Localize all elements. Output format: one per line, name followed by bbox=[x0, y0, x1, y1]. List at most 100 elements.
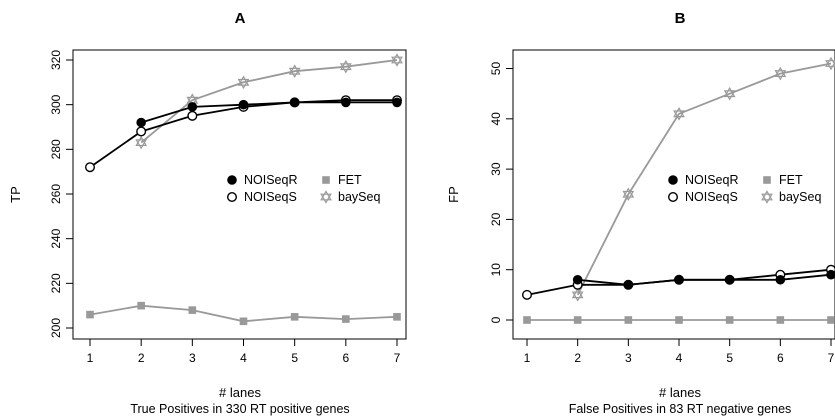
data-point-noiseqr bbox=[136, 117, 146, 128]
x-tick-label: 4 bbox=[240, 351, 247, 365]
data-point-bayseq bbox=[135, 135, 148, 150]
data-point-bayseq bbox=[339, 59, 352, 74]
data-point-noiseqr bbox=[826, 269, 835, 280]
legend-marker-fet bbox=[322, 176, 330, 184]
x-tick-label: 7 bbox=[828, 351, 835, 365]
legend-marker-noiseqr bbox=[227, 175, 237, 185]
legend: NOISeqR FET NOISeqS baySeq bbox=[668, 173, 821, 204]
y-tick-label: 40 bbox=[489, 112, 503, 126]
x-axis-label: # lanes bbox=[659, 385, 701, 400]
series-fet bbox=[523, 316, 835, 324]
y-tick-label: 240 bbox=[49, 228, 63, 248]
series-line-bayseq bbox=[140, 59, 398, 144]
y-tick-label: 260 bbox=[49, 184, 63, 204]
data-point-noiseqr bbox=[341, 97, 351, 108]
data-point-fet bbox=[188, 306, 197, 314]
x-tick-label: 7 bbox=[394, 351, 401, 365]
y-tick-label: 300 bbox=[49, 94, 63, 114]
x-tick-label: 5 bbox=[726, 351, 733, 365]
data-point-fet bbox=[86, 310, 94, 319]
data-point-bayseq bbox=[723, 86, 736, 101]
y-axis: 0 10 20 30 40 50 bbox=[489, 62, 513, 323]
chart-title: B bbox=[675, 10, 686, 27]
data-point-bayseq bbox=[288, 64, 301, 78]
plot-frame bbox=[512, 49, 835, 340]
legend-label-noiseqr: NOISeqR bbox=[685, 173, 739, 187]
x-tick-label: 6 bbox=[777, 351, 784, 365]
legend-marker-bayseq bbox=[320, 190, 332, 204]
series-noiseqr bbox=[572, 269, 835, 290]
data-point-fet bbox=[239, 317, 248, 326]
x-tick-label: 3 bbox=[625, 351, 632, 365]
legend-label-noiseqr: NOISeqR bbox=[244, 173, 298, 187]
data-point-bayseq bbox=[391, 53, 403, 67]
y-tick-label: 320 bbox=[49, 50, 63, 70]
x-tick-label: 1 bbox=[87, 351, 94, 365]
legend-label-fet: FET bbox=[779, 173, 803, 187]
data-point-fet bbox=[393, 313, 401, 321]
series-bayseq bbox=[135, 53, 403, 150]
data-point-bayseq bbox=[622, 187, 635, 202]
x-tick-label: 5 bbox=[291, 351, 298, 365]
y-tick-label: 200 bbox=[49, 318, 63, 338]
legend-marker-fet bbox=[763, 176, 771, 184]
series-fet bbox=[86, 301, 401, 326]
y-axis-label: FP bbox=[446, 186, 461, 203]
data-point-fet bbox=[725, 316, 734, 324]
x-tick-label: 1 bbox=[524, 351, 531, 365]
y-tick-label: 280 bbox=[49, 139, 63, 159]
x-axis: 1 2 3 4 5 6 7 bbox=[524, 339, 835, 365]
data-point-bayseq bbox=[571, 288, 584, 302]
y-tick-label: 30 bbox=[489, 162, 503, 176]
data-point-noiseqr bbox=[572, 274, 583, 285]
data-point-fet bbox=[342, 315, 350, 323]
data-point-bayseq bbox=[237, 75, 250, 90]
data-point-noiseqr bbox=[724, 274, 735, 285]
series-line-bayseq bbox=[576, 62, 832, 296]
legend-marker-noiseqs bbox=[668, 191, 679, 202]
legend-label-bayseq: baySeq bbox=[338, 190, 380, 204]
data-point-fet bbox=[573, 316, 582, 324]
legend-label-noiseqs: NOISeqS bbox=[685, 190, 738, 204]
y-tick-label: 220 bbox=[49, 273, 63, 293]
y-tick-label: 50 bbox=[489, 62, 503, 76]
legend-marker-noiseqs bbox=[226, 191, 237, 202]
data-point-noiseqr bbox=[674, 274, 684, 285]
y-tick-label: 20 bbox=[489, 212, 503, 226]
series-line-noiseqr bbox=[577, 273, 832, 286]
data-point-noiseqs bbox=[187, 110, 198, 121]
chart-title: A bbox=[235, 10, 246, 27]
data-point-fet bbox=[290, 313, 299, 321]
data-point-noiseqs bbox=[522, 289, 533, 300]
x-tick-label: 2 bbox=[138, 351, 145, 365]
chart-subtitle: True Positives in 330 RT positive genes bbox=[130, 402, 349, 416]
legend-label-noiseqs: NOISeqS bbox=[244, 190, 297, 204]
legend-label-bayseq: baySeq bbox=[779, 190, 821, 204]
data-point-fet bbox=[624, 316, 633, 324]
data-point-noiseqs bbox=[136, 126, 147, 137]
data-point-fet bbox=[523, 316, 531, 324]
series-noiseqr bbox=[136, 97, 402, 128]
x-tick-label: 2 bbox=[574, 351, 581, 365]
data-point-noiseqr bbox=[238, 99, 249, 110]
legend: NOISeqR FET NOISeqS baySeq bbox=[226, 173, 380, 204]
data-point-bayseq bbox=[774, 66, 787, 81]
y-tick-label: 0 bbox=[489, 316, 503, 323]
legend-label-fet: FET bbox=[338, 173, 362, 187]
data-point-bayseq bbox=[825, 56, 835, 71]
data-point-noiseqr bbox=[289, 97, 300, 108]
series-line-noiseqr bbox=[140, 101, 397, 124]
y-axis: 200 220 240 260 280 300 320 bbox=[49, 50, 73, 338]
x-tick-label: 3 bbox=[189, 351, 196, 365]
data-point-bayseq bbox=[673, 106, 685, 121]
y-tick-label: 10 bbox=[489, 263, 503, 277]
series-bayseq bbox=[571, 56, 835, 302]
data-point-fet bbox=[137, 301, 145, 310]
data-point-fet bbox=[675, 316, 683, 324]
data-point-fet bbox=[776, 316, 785, 324]
chart-panel-a: A 1 2 3 4 5 6 7 200 220 240 260 280 300 320 TP # lanes Tr… bbox=[8, 10, 407, 416]
data-point-noiseqr bbox=[775, 274, 786, 285]
x-tick-label: 4 bbox=[676, 351, 683, 365]
y-axis-label: TP bbox=[8, 186, 23, 203]
